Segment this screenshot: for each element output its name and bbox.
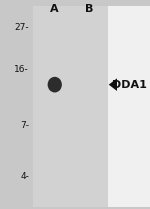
Text: DDA1: DDA1 [112, 80, 147, 90]
Text: 16-: 16- [14, 65, 28, 74]
Text: 4-: 4- [20, 172, 29, 181]
Ellipse shape [48, 77, 62, 93]
Text: A: A [50, 4, 59, 14]
Bar [108, 6, 150, 207]
Text: 7-: 7- [20, 121, 29, 130]
Bar [33, 6, 108, 207]
Text: B: B [85, 4, 93, 14]
Text: 27-: 27- [14, 23, 28, 32]
Polygon shape [109, 78, 117, 91]
